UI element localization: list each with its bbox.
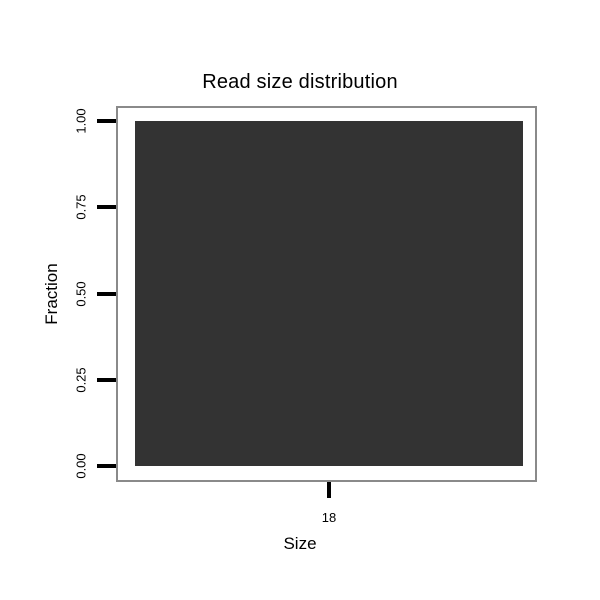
bar [135, 121, 523, 466]
y-axis-tick-mark [97, 291, 116, 296]
plot-area [135, 121, 523, 466]
y-axis-tick-label-text: 0.25 [73, 367, 89, 393]
y-axis-tick-mark [97, 377, 116, 382]
y-axis-tick-mark [97, 205, 116, 210]
x-axis-title: Size [283, 534, 317, 553]
y-axis-tick-label-text: 1.00 [73, 108, 89, 134]
y-axis-tick-mark [97, 464, 116, 468]
y-axis-title-text: Fraction [42, 263, 61, 325]
y-axis-tick-label-text: 0.75 [73, 194, 89, 220]
y-axis-tick-mark [97, 119, 116, 123]
x-axis-tick-label: 18 [321, 510, 337, 525]
chart-title: Read size distribution [202, 71, 398, 93]
y-axis-tick-label-text: 0.00 [73, 453, 89, 479]
y-axis-tick-label-text: 0.50 [73, 280, 89, 307]
x-axis-tick-mark [327, 482, 331, 498]
